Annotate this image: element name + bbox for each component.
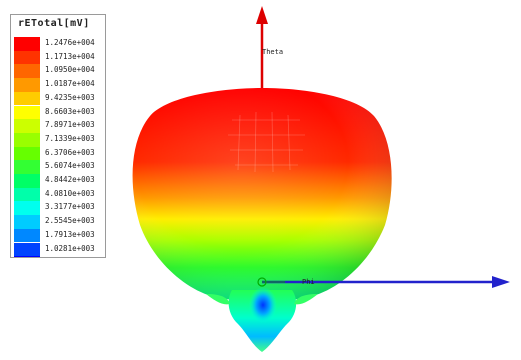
legend-value: 1.2476e+004 (45, 38, 95, 47)
legend-value: 6.3706e+003 (45, 147, 95, 157)
legend-swatch (14, 132, 40, 147)
legend-swatch (14, 146, 40, 161)
legend-swatch (14, 256, 40, 257)
legend-swatch (14, 160, 40, 174)
legend-swatch (14, 119, 40, 133)
legend-value: 5.6074e+003 (45, 161, 95, 171)
legend-value: 8.6603e+003 (45, 106, 95, 116)
theta-label: Theta (262, 48, 283, 56)
phi-label: Phi (302, 278, 315, 286)
legend-value: 3.3177e+003 (45, 202, 95, 212)
legend-value: 1.0281e+003 (45, 243, 95, 253)
legend-swatch (14, 37, 40, 51)
legend-value: 1.0950e+004 (45, 65, 95, 75)
origin-marker (257, 277, 285, 287)
legend-swatch (14, 105, 40, 120)
legend-value: 7.8971e+003 (45, 120, 95, 130)
legend-swatch (14, 174, 40, 188)
legend-swatch (14, 91, 40, 106)
legend-value: 1.0187e+004 (45, 79, 95, 89)
legend-value: 4.8442e+003 (45, 175, 95, 184)
radiation-pattern-surface (132, 88, 392, 352)
legend-value: 7.1339e+003 (45, 133, 95, 143)
legend-value: 9.4235e+003 (45, 92, 95, 102)
legend-swatch (14, 50, 40, 65)
legend-value: 2.5545e+003 (45, 216, 95, 226)
color-legend: rETotal[mV] 1.2476e+004 1.1713e+004 1.0950… (10, 14, 106, 258)
legend-swatch (14, 78, 40, 92)
legend-title: rETotal[mV] (18, 18, 90, 29)
legend-value: 4.0810e+003 (45, 188, 95, 198)
legend-swatch (14, 201, 40, 216)
legend-swatch (14, 64, 40, 79)
legend-swatch (14, 242, 40, 257)
phi-axis (262, 276, 510, 288)
legend-swatch (14, 228, 40, 243)
legend-value: 1.1713e+004 (45, 51, 95, 61)
legend-swatch (14, 215, 40, 229)
legend-value: 1.7913e+003 (45, 229, 95, 239)
legend-swatch (14, 187, 40, 202)
